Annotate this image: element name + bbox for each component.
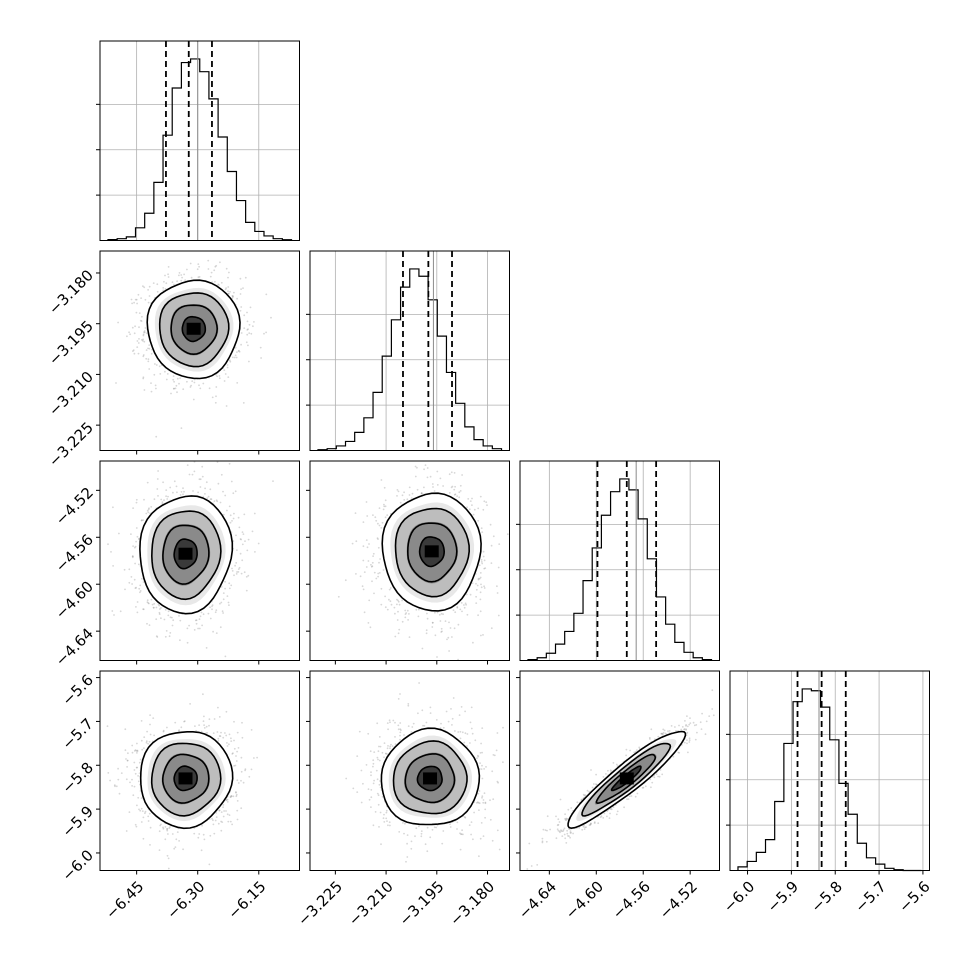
contour-1: [404, 753, 456, 804]
contour-3: [139, 495, 234, 615]
x-tick-label-p3: −5.9: [764, 878, 802, 916]
x-tick-label-p3: −6.0: [720, 878, 758, 916]
contours: [381, 492, 482, 612]
contour-1: [406, 522, 458, 583]
y-tick-label-p2: −4.52: [52, 484, 97, 529]
density-peak: [186, 322, 201, 335]
joint-panel-p1-p2: [306, 460, 510, 665]
contour-0: [418, 536, 446, 568]
contour-2: [150, 510, 222, 601]
histogram-p0: [107, 58, 293, 241]
contours: [567, 730, 687, 830]
x-tick-label-p2: −4.64: [515, 878, 560, 923]
panel-frame: [99, 460, 300, 661]
contour-3: [146, 279, 241, 380]
contour-3: [381, 492, 482, 612]
histogram-p1: [317, 268, 503, 451]
contour-1: [170, 304, 219, 356]
x-tick-label-p1: −3.225: [294, 878, 346, 930]
x-tick-label-p3: −5.7: [851, 878, 889, 916]
panel-frame: [309, 670, 510, 871]
panel-frame: [729, 670, 930, 871]
histogram-p3: [737, 688, 922, 872]
contour-0: [416, 765, 443, 792]
contour-3: [567, 730, 687, 830]
joint-panel-p1-p3: [306, 670, 510, 875]
y-tick-label-p3: −5.6: [59, 671, 97, 709]
panel-frame: [99, 670, 300, 871]
grid-p1: [310, 251, 510, 451]
histogram-p2: [527, 478, 713, 661]
density-peak: [178, 547, 193, 560]
x-tick-label-p2: −4.60: [562, 878, 607, 923]
panel-frame: [99, 250, 300, 451]
density-peak: [619, 772, 634, 785]
x-tick-label-p0: −6.30: [163, 878, 208, 923]
y-tick-label-p2: −4.64: [52, 624, 97, 669]
density-peak: [423, 772, 438, 785]
panel-frame: [519, 460, 720, 661]
y-tick-label-p3: −6.0: [59, 846, 97, 884]
y-tick-label-p3: −5.8: [59, 759, 97, 797]
contour-3: [380, 727, 481, 826]
hist-panel-p3: [726, 670, 930, 872]
x-tick-label-p0: −6.15: [224, 878, 269, 923]
hist-panel-p1: [306, 250, 510, 451]
x-tick-label-p2: −4.56: [609, 878, 654, 923]
density-peak: [424, 545, 439, 558]
panel-frame: [99, 40, 300, 241]
contour-1: [162, 524, 210, 585]
contours: [139, 495, 234, 615]
y-tick-label-p1: −3.225: [45, 418, 97, 470]
grid-p2: [520, 461, 720, 661]
contour-1: [595, 753, 657, 805]
y-tick-label-p1: −3.210: [45, 368, 97, 420]
panel-frame: [519, 670, 720, 871]
x-tick-label-p0: −6.45: [102, 878, 147, 923]
contour-2: [581, 742, 672, 817]
x-tick-label-p2: −4.52: [656, 878, 701, 923]
grid-p3: [730, 671, 930, 871]
hist-panel-p2: [516, 460, 720, 661]
y-tick-label-p3: −5.9: [59, 802, 97, 840]
contour-0: [610, 765, 642, 792]
contours: [146, 279, 241, 380]
y-tick-label-p3: −5.7: [59, 715, 97, 753]
contours: [380, 727, 481, 826]
density-shading: [576, 739, 677, 822]
joint-panel-p0-p3: [96, 670, 300, 875]
contour-1: [162, 753, 210, 804]
y-tick-label-p2: −4.56: [52, 531, 97, 576]
panel-frame: [309, 460, 510, 661]
hist-panel-p0: [96, 40, 300, 241]
x-tick-label-p1: −3.210: [345, 878, 397, 930]
x-tick-label-p1: −3.180: [446, 878, 498, 930]
contour-2: [394, 507, 471, 598]
contours: [139, 731, 234, 830]
joint-panel-p0-p1: [96, 250, 300, 455]
contour-0: [173, 765, 198, 792]
contour-2: [392, 740, 468, 815]
joint-panel-p0-p2: [96, 460, 300, 665]
density-shading: [390, 502, 475, 603]
x-tick-label-p1: −3.195: [396, 878, 448, 930]
density-peak: [178, 772, 193, 785]
x-tick-label-p3: −5.6: [895, 878, 933, 916]
panel-frame: [309, 250, 510, 451]
contour-3: [139, 731, 234, 830]
contour-2: [150, 742, 222, 817]
contour-2: [158, 292, 230, 368]
joint-panel-p2-p3: [516, 670, 720, 875]
y-tick-label-p1: −3.180: [45, 266, 97, 318]
contour-0: [173, 538, 198, 570]
y-tick-label-p1: −3.195: [45, 317, 97, 369]
contour-0: [181, 315, 207, 343]
y-tick-label-p2: −4.60: [52, 578, 97, 623]
x-tick-label-p3: −5.8: [807, 878, 845, 916]
